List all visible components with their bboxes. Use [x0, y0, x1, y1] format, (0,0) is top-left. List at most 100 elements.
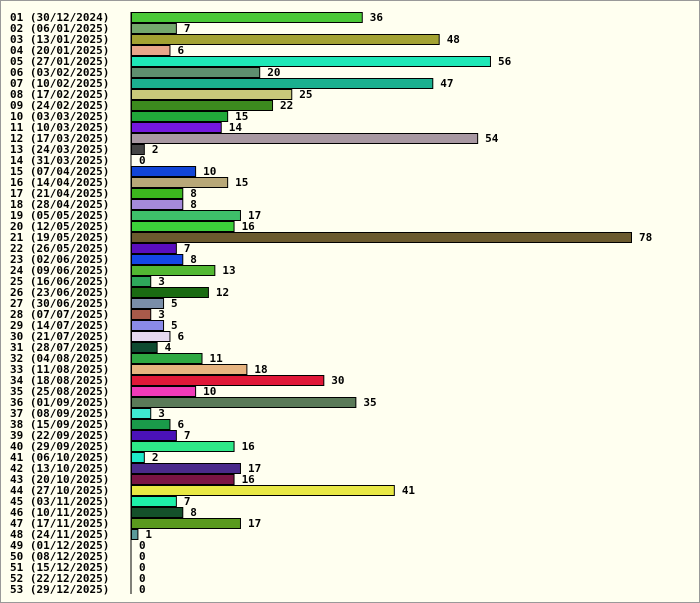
bar	[131, 133, 479, 144]
bar	[131, 276, 152, 287]
category-label: 41 (06/10/2025)	[10, 451, 109, 464]
category-label: 51 (15/12/2025)	[10, 561, 109, 574]
category-label: 48 (24/11/2025)	[10, 528, 109, 541]
bar	[131, 529, 139, 540]
bar	[131, 386, 197, 397]
value-label: 12	[216, 286, 229, 299]
value-label: 36	[370, 11, 384, 24]
value-label: 17	[248, 209, 261, 222]
value-label: 10	[203, 165, 216, 178]
value-label: 0	[139, 583, 146, 596]
bar	[131, 287, 209, 298]
category-label: 24 (09/06/2025)	[10, 264, 109, 277]
category-label: 16 (14/04/2025)	[10, 176, 109, 189]
value-label: 4	[165, 341, 172, 354]
bar	[131, 518, 241, 529]
bar	[131, 419, 171, 430]
bar	[131, 232, 632, 243]
bar	[131, 485, 395, 496]
bar	[131, 353, 203, 364]
bar	[131, 397, 357, 408]
category-label: 20 (12/05/2025)	[10, 220, 109, 233]
category-label: 35 (25/08/2025)	[10, 385, 109, 398]
value-label: 22	[280, 99, 293, 112]
category-label: 45 (03/11/2025)	[10, 495, 109, 508]
bar	[131, 144, 145, 155]
bar	[131, 177, 229, 188]
bar	[131, 463, 241, 474]
value-label: 30	[331, 374, 344, 387]
category-label: 21 (19/05/2025)	[10, 231, 109, 244]
value-label: 15	[235, 110, 248, 123]
value-label: 20	[267, 66, 280, 79]
bar	[131, 331, 171, 342]
category-label: 22 (26/05/2025)	[10, 242, 109, 255]
category-label: 43 (20/10/2025)	[10, 473, 109, 486]
value-label: 8	[190, 187, 197, 200]
category-label: 11 (10/03/2025)	[10, 121, 109, 134]
category-label: 38 (15/09/2025)	[10, 418, 109, 431]
category-label: 42 (13/10/2025)	[10, 462, 109, 475]
value-label: 0	[139, 550, 146, 563]
category-label: 33 (11/08/2025)	[10, 363, 109, 376]
bar	[131, 496, 177, 507]
category-label: 09 (24/02/2025)	[10, 99, 109, 112]
category-label: 49 (01/12/2025)	[10, 539, 109, 552]
category-label: 29 (14/07/2025)	[10, 319, 109, 332]
bar	[131, 320, 165, 331]
value-label: 7	[184, 22, 191, 35]
category-label: 17 (21/04/2025)	[10, 187, 109, 200]
bar	[131, 199, 184, 210]
category-label: 10 (03/03/2025)	[10, 110, 109, 123]
category-label: 15 (07/04/2025)	[10, 165, 109, 178]
value-label: 16	[242, 220, 256, 233]
category-label: 13 (24/03/2025)	[10, 143, 109, 156]
category-label: 07 (10/02/2025)	[10, 77, 109, 90]
value-label: 78	[639, 231, 652, 244]
bar	[131, 56, 491, 67]
bar	[131, 265, 216, 276]
value-label: 18	[254, 363, 267, 376]
value-label: 13	[222, 264, 235, 277]
value-label: 3	[158, 407, 165, 420]
category-label: 46 (10/11/2025)	[10, 506, 109, 519]
bar	[131, 67, 261, 78]
value-label: 16	[242, 473, 256, 486]
value-label: 7	[184, 242, 191, 255]
bar	[131, 254, 184, 265]
value-label: 25	[299, 88, 312, 101]
value-label: 3	[158, 308, 165, 321]
value-label: 47	[440, 77, 453, 90]
category-label: 36 (01/09/2025)	[10, 396, 109, 409]
value-label: 10	[203, 385, 216, 398]
value-label: 0	[139, 539, 146, 552]
category-label: 40 (29/09/2025)	[10, 440, 109, 453]
value-label: 6	[177, 418, 184, 431]
bar	[131, 221, 235, 232]
bar	[131, 23, 177, 34]
bar	[131, 45, 171, 56]
value-label: 2	[152, 143, 159, 156]
value-label: 11	[210, 352, 224, 365]
category-label: 06 (03/02/2025)	[10, 66, 109, 79]
value-label: 8	[190, 253, 197, 266]
value-label: 35	[363, 396, 376, 409]
category-label: 39 (22/09/2025)	[10, 429, 109, 442]
value-label: 41	[402, 484, 416, 497]
bar	[131, 111, 229, 122]
bar	[131, 122, 222, 133]
value-label: 5	[171, 297, 178, 310]
bar	[131, 309, 152, 320]
bar	[131, 441, 235, 452]
category-label: 27 (30/06/2025)	[10, 297, 109, 310]
category-label: 03 (13/01/2025)	[10, 33, 109, 46]
category-label: 14 (31/03/2025)	[10, 154, 109, 167]
value-label: 17	[248, 517, 261, 530]
bar	[131, 34, 440, 45]
bar	[131, 452, 145, 463]
value-label: 48	[447, 33, 460, 46]
bar	[131, 474, 235, 485]
bar	[131, 188, 184, 199]
